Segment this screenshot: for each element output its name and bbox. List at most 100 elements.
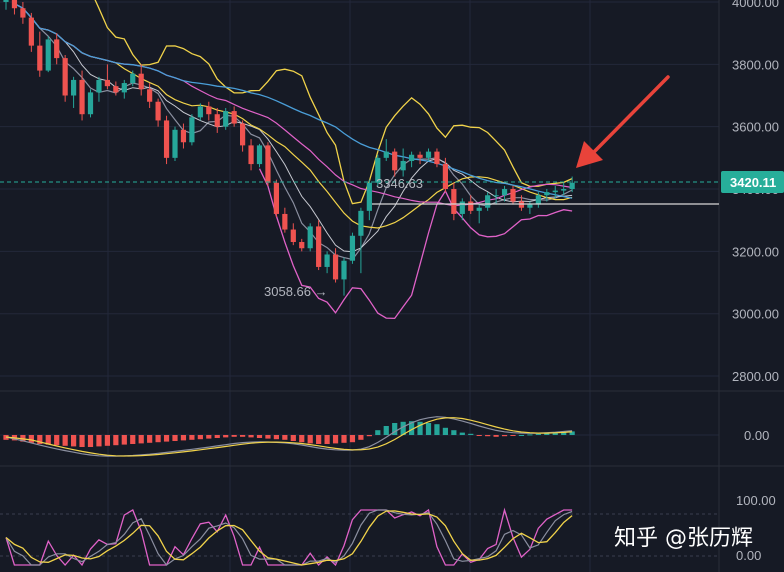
price-tick-label: 4000.00 — [732, 0, 779, 10]
candle — [189, 114, 195, 146]
candle-body — [561, 189, 567, 191]
macd-histogram-bar — [307, 435, 313, 444]
candle-body — [290, 229, 296, 243]
candle-body — [248, 145, 254, 165]
candle-body — [324, 254, 330, 267]
bollinger-upper-line — [94, 0, 573, 205]
macd-histogram-bar — [476, 435, 482, 436]
candle — [316, 220, 322, 271]
macd-histogram-bar — [240, 435, 246, 437]
macd-histogram-bar — [223, 435, 229, 438]
candle — [180, 123, 187, 149]
candle-body — [3, 0, 9, 3]
macd-histogram-bar — [71, 435, 77, 447]
macd-histogram-bar — [468, 433, 474, 435]
zhihu-watermark: 知乎 @张历辉 — [614, 526, 753, 551]
candle-body — [459, 201, 465, 214]
candle — [121, 79, 127, 99]
macd-histogram-bar — [501, 435, 508, 437]
macd-histogram-bar — [366, 435, 372, 437]
candle — [332, 248, 339, 283]
macd-histogram-bar — [299, 435, 305, 443]
candle — [147, 83, 153, 108]
candle — [493, 189, 499, 205]
candle-body — [163, 120, 170, 158]
macd-histogram-bar — [79, 435, 85, 447]
candle-body — [11, 0, 18, 9]
macd-histogram-bar — [493, 435, 499, 437]
candle — [307, 223, 313, 252]
macd-histogram-bar — [147, 435, 153, 443]
high-annotation: 3346.63 — [376, 176, 423, 191]
candle-body — [569, 182, 575, 190]
candle-body — [307, 226, 313, 249]
candle — [20, 2, 26, 24]
candle-body — [147, 89, 153, 102]
ma-fast-line — [14, 3, 573, 261]
candle-body — [37, 45, 43, 71]
candlesticks — [3, 0, 575, 296]
candle-body — [409, 154, 415, 161]
candle — [113, 81, 119, 96]
macd-histogram-bar — [163, 435, 170, 442]
arrow-shaft — [590, 75, 670, 156]
candle — [501, 185, 508, 202]
macd-histogram-bar — [54, 435, 60, 446]
candle — [96, 76, 102, 102]
macd-histogram-bar — [569, 431, 575, 435]
oscillator-pane — [5, 507, 573, 567]
candle — [400, 148, 406, 177]
candle — [476, 204, 482, 224]
macd-histogram-bar — [451, 430, 457, 435]
macd-histogram-bar — [45, 435, 51, 445]
macd-histogram-bar — [510, 435, 516, 436]
candle — [552, 185, 558, 199]
candle — [299, 238, 305, 252]
candle — [392, 148, 398, 177]
candle-body — [121, 83, 127, 93]
candle-body — [197, 106, 203, 118]
macd-histogram-bar — [265, 435, 271, 439]
candle — [341, 257, 347, 296]
candle — [451, 182, 457, 221]
candle — [28, 12, 34, 52]
low-annotation: 3058.66 → — [264, 284, 328, 299]
candle-body — [273, 182, 279, 214]
candle-body — [62, 58, 68, 96]
macd-histogram-bar — [349, 435, 356, 443]
macd-histogram-bar — [316, 435, 322, 444]
candle — [425, 148, 432, 161]
candle — [290, 223, 296, 246]
macd-line — [5, 416, 573, 457]
candle-body — [113, 86, 119, 93]
ma-blue-line — [14, 3, 573, 199]
candle — [197, 103, 203, 121]
candle — [358, 207, 364, 274]
macd-histogram-bar — [113, 435, 119, 446]
candle — [324, 251, 330, 274]
candle — [155, 98, 161, 127]
candle-body — [358, 210, 364, 236]
macd-histogram-bar — [375, 430, 381, 435]
macd-histogram-bar — [527, 434, 533, 436]
macd-histogram-bar — [518, 435, 525, 436]
candle-body — [138, 73, 144, 90]
candle-body — [231, 111, 237, 124]
macd-histogram-bar — [197, 435, 203, 440]
candle-body — [434, 151, 440, 165]
candle — [231, 106, 237, 127]
candle-body — [535, 195, 541, 205]
candle — [569, 176, 575, 193]
macd-histogram-bar — [206, 435, 212, 439]
candle-body — [485, 195, 491, 208]
candle-body — [442, 164, 448, 190]
macd-histogram-bar — [273, 435, 279, 440]
candle — [45, 36, 51, 73]
macd-histogram-bar — [180, 435, 187, 441]
candle — [3, 0, 9, 10]
macd-histogram-bar — [324, 435, 330, 444]
macd-histogram-bar — [138, 435, 144, 444]
candle — [282, 207, 288, 233]
macd-histogram-bar — [561, 432, 567, 435]
